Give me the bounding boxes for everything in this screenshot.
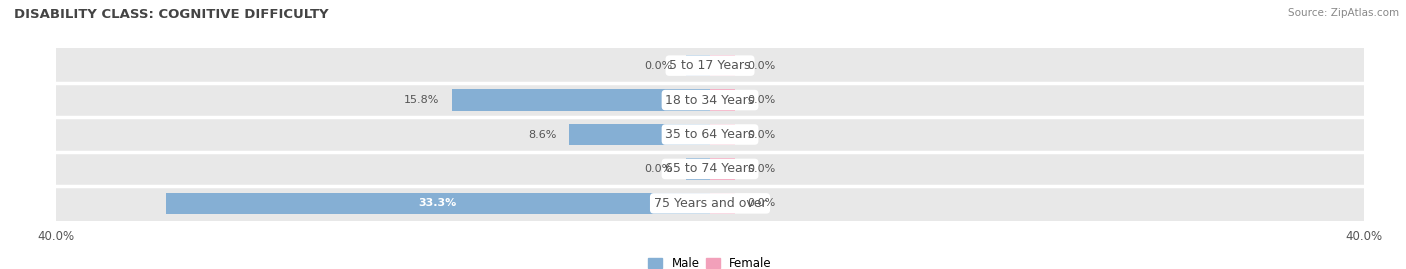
Text: 33.3%: 33.3% (419, 198, 457, 208)
Text: 0.0%: 0.0% (748, 129, 776, 140)
Bar (451, 89, 710, 111)
Text: 0.0%: 0.0% (644, 164, 672, 174)
Legend: Male, Female: Male, Female (644, 253, 776, 269)
Bar (710, 55, 734, 76)
Text: 0.0%: 0.0% (748, 198, 776, 208)
Bar (710, 124, 734, 145)
Bar (710, 193, 734, 214)
Text: 8.6%: 8.6% (529, 129, 557, 140)
Bar (569, 124, 710, 145)
Text: 0.0%: 0.0% (748, 61, 776, 71)
Bar (166, 193, 710, 214)
Text: 0.0%: 0.0% (644, 61, 672, 71)
Bar (56, 48, 1364, 83)
Bar (56, 117, 1364, 152)
Text: 35 to 64 Years: 35 to 64 Years (665, 128, 755, 141)
Text: DISABILITY CLASS: COGNITIVE DIFFICULTY: DISABILITY CLASS: COGNITIVE DIFFICULTY (14, 8, 329, 21)
Bar (56, 152, 1364, 186)
Bar (56, 186, 1364, 221)
Text: Source: ZipAtlas.com: Source: ZipAtlas.com (1288, 8, 1399, 18)
Text: 5 to 17 Years: 5 to 17 Years (669, 59, 751, 72)
Bar (710, 89, 734, 111)
Bar (686, 55, 710, 76)
Text: 15.8%: 15.8% (404, 95, 439, 105)
Bar (686, 158, 710, 180)
Text: 0.0%: 0.0% (748, 164, 776, 174)
Text: 18 to 34 Years: 18 to 34 Years (665, 94, 755, 107)
Bar (710, 158, 734, 180)
Text: 75 Years and over: 75 Years and over (654, 197, 766, 210)
Text: 65 to 74 Years: 65 to 74 Years (665, 162, 755, 175)
Text: 0.0%: 0.0% (748, 95, 776, 105)
Bar (56, 83, 1364, 117)
